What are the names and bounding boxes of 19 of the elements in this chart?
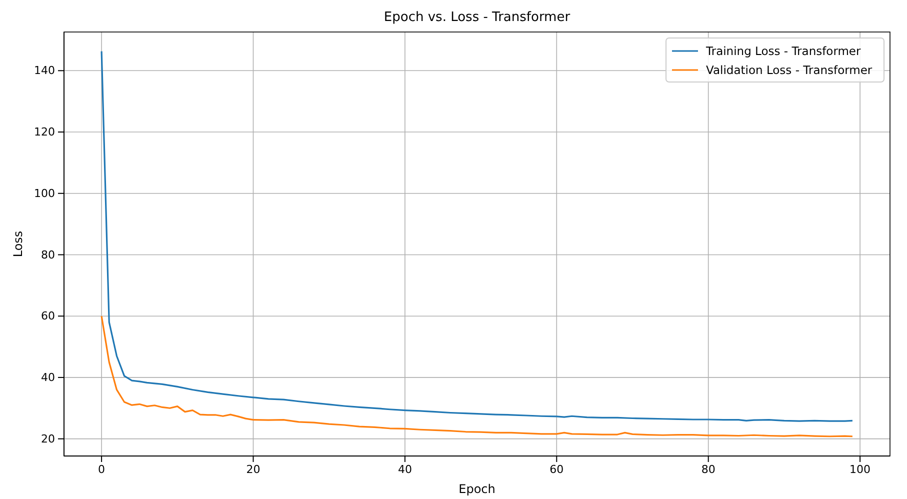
chart-title: Epoch vs. Loss - Transformer <box>384 10 571 25</box>
y-tick-label: 140 <box>34 64 55 78</box>
x-tick-label: 40 <box>398 462 412 476</box>
x-tick-label: 60 <box>550 462 564 476</box>
y-axis-title: Loss <box>11 230 25 258</box>
y-tick-label: 60 <box>41 310 55 323</box>
y-tick-label: 20 <box>41 432 55 446</box>
x-tick-label: 20 <box>246 462 260 476</box>
y-tick-label: 80 <box>41 248 55 262</box>
x-tick-label: 100 <box>850 462 871 476</box>
x-tick-label: 0 <box>98 462 106 476</box>
x-axis-title: Epoch <box>458 482 496 496</box>
legend-label: Training Loss - Transformer <box>705 44 861 58</box>
legend-label: Validation Loss - Transformer <box>706 63 872 77</box>
y-tick-label: 40 <box>41 370 55 384</box>
y-tick-label: 100 <box>34 186 55 200</box>
y-tick-label: 120 <box>34 126 55 139</box>
x-tick-label: 80 <box>701 462 716 476</box>
line-series <box>100 315 854 438</box>
